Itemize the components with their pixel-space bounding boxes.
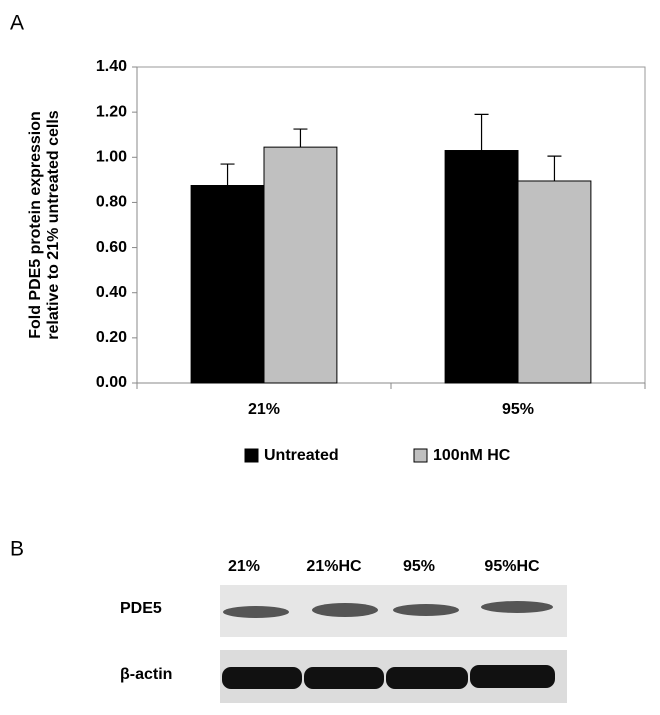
bar (190, 185, 265, 384)
y-tick-label: 1.40 (96, 58, 127, 75)
error-bar (547, 155, 562, 181)
row-label: β-actin (120, 666, 172, 683)
y-tick-label: 0.20 (96, 329, 127, 346)
actin-bands (222, 665, 555, 689)
band (386, 667, 468, 689)
y-axis-title: Fold PDE5 protein expression relative to… (27, 110, 62, 340)
legend-swatch (244, 448, 259, 463)
band (223, 606, 289, 618)
y-tick-label: 0.60 (96, 239, 127, 256)
error-bar (293, 128, 308, 148)
band (222, 667, 302, 689)
band (393, 604, 459, 616)
pde5-bands (223, 601, 553, 618)
error-bar (474, 113, 489, 151)
bar (263, 146, 338, 384)
bar (444, 150, 519, 384)
y-tick-label: 1.00 (96, 149, 127, 166)
y-axis-title-line: Fold PDE5 protein expression (27, 111, 44, 339)
x-tick-label: 21% (248, 401, 280, 418)
band (470, 665, 555, 688)
row-label: PDE5 (120, 600, 162, 617)
lane-label: 21% (228, 558, 260, 575)
band (304, 667, 384, 689)
legend-swatch (413, 448, 428, 463)
band (481, 601, 553, 613)
legend-label: 100nM HC (433, 447, 511, 464)
lane-label: 95%HC (484, 558, 540, 575)
y-axis-title-line: relative to 21% untreated cells (45, 110, 62, 340)
x-tick-label: 95% (502, 401, 534, 418)
error-bar (220, 163, 235, 186)
y-tick-label: 0.80 (96, 194, 127, 211)
lane-label: 21%HC (306, 558, 362, 575)
panel-label: A (10, 12, 24, 35)
bar (517, 180, 592, 384)
lane-label: 95% (403, 558, 435, 575)
band (312, 603, 378, 617)
y-tick-label: 1.20 (96, 103, 127, 120)
y-tick-label: 0.40 (96, 284, 127, 301)
y-tick-label: 0.00 (96, 374, 127, 391)
legend-label: Untreated (264, 447, 339, 464)
panel-label: B (10, 538, 24, 561)
